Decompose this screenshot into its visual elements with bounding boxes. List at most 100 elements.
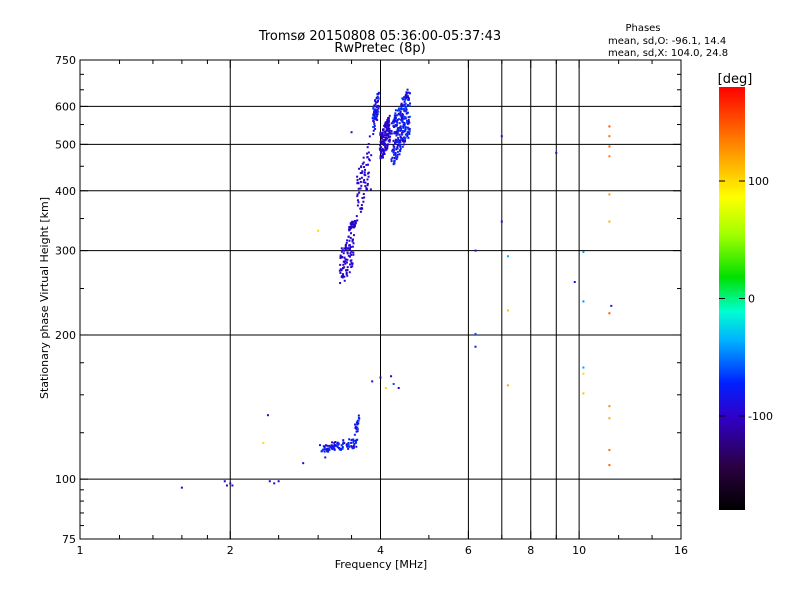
echo-point: [573, 280, 576, 283]
echo-point: [403, 117, 406, 120]
echo-point: [338, 269, 341, 272]
echo-point: [399, 125, 402, 128]
echo-point: [229, 482, 232, 485]
echo-point: [402, 123, 405, 126]
echo-point: [341, 446, 344, 449]
y-tick-label: 200: [55, 329, 76, 342]
echo-point: [406, 122, 409, 125]
echo-point: [356, 428, 359, 431]
grid: [80, 60, 681, 539]
echo-point: [336, 443, 339, 446]
echo-point: [382, 128, 385, 131]
echo-point: [367, 151, 370, 154]
colorbar-tick-label: 100: [748, 175, 769, 188]
echo-point: [395, 114, 398, 117]
echo-point: [348, 271, 351, 274]
echo-point: [401, 145, 404, 148]
echo-point: [336, 441, 339, 444]
echo-point: [349, 259, 352, 262]
echo-point: [364, 185, 367, 188]
echo-point: [363, 171, 366, 174]
echo-point: [396, 153, 399, 156]
echo-point: [404, 98, 407, 101]
echo-point: [393, 149, 396, 152]
echo-point: [332, 444, 335, 447]
echo-point: [380, 140, 383, 143]
echo-point: [608, 145, 611, 148]
echo-point: [352, 220, 355, 223]
echo-point: [231, 484, 234, 487]
x-axis-label: Frequency [MHz]: [335, 558, 427, 571]
echo-point: [408, 121, 411, 124]
echo-point: [474, 332, 477, 335]
echo-point: [401, 97, 404, 100]
echo-point: [370, 154, 373, 157]
echo-point: [346, 252, 349, 255]
echo-point: [608, 405, 611, 408]
echo-point: [386, 119, 389, 122]
echo-point: [351, 262, 354, 265]
echo-point: [349, 263, 352, 266]
echo-point: [346, 445, 349, 448]
echo-point: [345, 261, 348, 264]
echo-point: [381, 131, 384, 134]
echo-point: [343, 279, 346, 282]
x-tick-label: 8: [527, 544, 534, 557]
echo-point: [339, 263, 342, 266]
echo-point: [405, 119, 408, 122]
echo-point: [405, 96, 408, 99]
echo-point: [397, 108, 400, 111]
echo-point: [339, 268, 342, 271]
echo-point: [384, 147, 387, 150]
echo-point: [344, 248, 347, 251]
echo-point: [349, 246, 352, 249]
echo-point: [407, 98, 410, 101]
echo-point: [373, 124, 376, 127]
echo-point: [395, 158, 398, 161]
echo-point: [366, 152, 369, 155]
y-axis-label: Stationary phase Virtual Height [km]: [38, 197, 51, 399]
echo-point: [358, 191, 361, 194]
echo-point: [356, 423, 359, 426]
echo-point: [506, 255, 509, 258]
echo-point: [351, 265, 354, 268]
echo-point: [341, 249, 344, 252]
echo-point: [372, 116, 375, 119]
echo-point: [387, 116, 390, 119]
echo-point: [388, 123, 391, 126]
echo-point: [363, 166, 366, 169]
echo-point: [399, 141, 402, 144]
echo-point: [393, 161, 396, 164]
echo-point: [342, 439, 345, 442]
colorbar-tick-label: 0: [748, 293, 755, 306]
echo-point: [351, 240, 354, 243]
echo-point: [356, 430, 359, 433]
echo-point: [340, 247, 343, 250]
x-tick-label: 4: [377, 544, 384, 557]
echo-point: [355, 439, 358, 442]
echo-point: [277, 480, 280, 483]
echo-point: [372, 129, 375, 132]
echo-point: [368, 158, 371, 161]
echo-point: [380, 137, 383, 140]
echo-point: [363, 196, 366, 199]
echo-point: [500, 135, 503, 138]
echo-point: [403, 122, 406, 125]
phase-stats-header: Phases: [625, 23, 660, 34]
echo-point: [387, 126, 390, 129]
echo-point: [333, 444, 336, 447]
echo-point: [365, 163, 368, 166]
echo-point: [391, 148, 394, 151]
echo-point: [355, 428, 358, 431]
echo-point: [404, 126, 407, 129]
echo-point: [374, 115, 377, 118]
echo-point: [390, 160, 393, 163]
echo-point: [355, 441, 358, 444]
echo-point: [356, 193, 359, 196]
echo-point: [608, 135, 611, 138]
echo-point: [582, 300, 585, 303]
echo-point: [374, 101, 377, 104]
echo-point: [386, 143, 389, 146]
echo-point: [376, 119, 379, 122]
echo-point: [364, 168, 367, 171]
